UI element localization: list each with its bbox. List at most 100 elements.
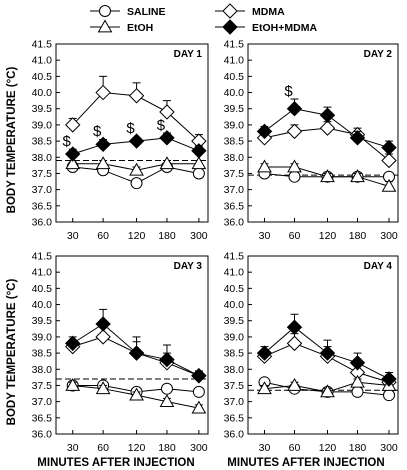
series-mdma [65,75,207,149]
x-tick-label: 300 [190,230,208,242]
x-tick-label: 120 [319,230,337,242]
series-mdma [256,120,397,169]
x-tick-label: 180 [349,230,367,242]
y-tick-label: 38.0 [32,152,53,164]
x-tick-label: 30 [67,230,79,242]
data-point [288,170,301,183]
series-mdma [256,333,397,390]
x-axis-label-left: MINUTES AFTER INJECTION [37,457,194,469]
data-point [65,335,81,352]
data-point [320,169,335,183]
data-point [159,394,175,408]
data-point [65,156,81,170]
data-point [381,178,397,192]
significance-marker: $ [93,123,102,140]
y-tick-label: 37.0 [224,396,245,408]
y-tick-label: 37.0 [32,396,53,408]
y-tick-label: 38.5 [32,348,53,360]
data-point [351,385,364,398]
data-point [192,385,205,398]
plot-frame [55,255,209,435]
data-point [128,345,145,361]
x-tick-label: 120 [128,230,146,242]
series-etoh [65,156,207,176]
data-point [350,374,365,388]
data-point [256,123,273,140]
data-point [381,371,397,387]
significance-marker: $ [284,83,293,100]
data-point [95,316,111,332]
panel-3: 36.0 36.5 37.0 37.5 38.0 38.5 39.0 39.5 40.0 40.5… [32,251,209,454]
data-point [191,400,207,414]
data-point [287,377,302,391]
series-etohmdma [256,98,397,156]
data-point [65,117,81,133]
legend: SALINE MDMA EtOH EtOH+MDMA [90,3,317,35]
y-tick-label: 40.5 [32,283,53,295]
data-point [319,107,336,123]
data-point [286,123,303,140]
y-tick-label: 39.0 [32,331,53,343]
legend-marker [99,5,111,17]
y-tick-label: 40.5 [224,71,245,83]
plot-frame [247,43,399,223]
data-point [319,345,336,361]
y-tick-label: 36.5 [224,200,245,212]
y-tick-label: 36.5 [224,412,245,424]
y-tick-label: 39.0 [224,331,245,343]
y-tick-label: 38.5 [32,136,53,148]
data-point [159,156,175,170]
panels: 36.0 36.5 37.0 37.5 38.0 38.5 39.0 39.5 40.0 40.5… [32,39,399,454]
y-tick-label: 39.5 [32,103,53,115]
data-point [129,162,144,176]
legend-marker [222,19,238,35]
data-point [286,319,303,335]
plot-frame [247,255,399,435]
x-tick-label: 60 [97,442,109,454]
x-tick-label: 30 [67,442,79,454]
data-point [287,159,302,173]
data-point [159,130,175,146]
data-point [95,156,111,170]
data-point [191,368,207,384]
panel-2: 36.0 36.5 37.0 37.5 38.0 38.5 39.0 39.5 40.0 40.5… [224,39,399,242]
y-tick-label: 37.5 [224,380,245,392]
data-point [191,156,207,170]
y-tick-label: 41.5 [224,39,245,51]
y-tick-label: 41.5 [32,251,53,263]
series-etohmdma [65,130,207,162]
series-etoh [257,159,397,192]
y-tick-label: 37.5 [224,168,245,180]
data-point [350,169,365,183]
panel-title: DAY 1 [174,49,203,60]
y-tick-label: 39.5 [224,103,245,115]
legend-entry-mdma: MDMA [215,3,285,19]
y-axis-label-bottom: BODY TEMPERATURE (°C) [6,279,18,426]
data-point [65,377,81,391]
x-tick-label: 120 [128,442,146,454]
data-point [192,167,205,180]
x-tick-label: 300 [380,442,398,454]
data-point [191,143,207,159]
y-tick-label: 37.0 [32,184,53,196]
panel-1: 36.0 36.5 37.0 37.5 38.0 38.5 39.0 39.5 40.0 40.5… [32,39,209,242]
series-etoh [65,377,207,414]
legend-label: EtOH [127,22,153,34]
panel-4: 36.0 36.5 37.0 37.5 38.0 38.5 39.0 39.5 40.0 40.5… [224,251,399,454]
series-etoh [257,374,397,398]
x-tick-label: 180 [158,230,176,242]
data-point [129,387,144,401]
data-point [95,329,111,345]
data-point [128,88,145,104]
x-tick-label: 60 [289,230,301,242]
y-tick-label: 37.0 [224,184,245,196]
data-point [65,146,81,162]
y-tick-label: 36.5 [32,412,53,424]
legend-entry-etohmdma: EtOH+MDMA [215,19,317,35]
legend-marker [222,3,238,19]
y-tick-label: 36.0 [32,217,53,229]
x-tick-label: 60 [289,442,301,454]
y-tick-label: 36.0 [32,429,53,441]
data-point [128,133,145,149]
data-point [381,152,397,169]
